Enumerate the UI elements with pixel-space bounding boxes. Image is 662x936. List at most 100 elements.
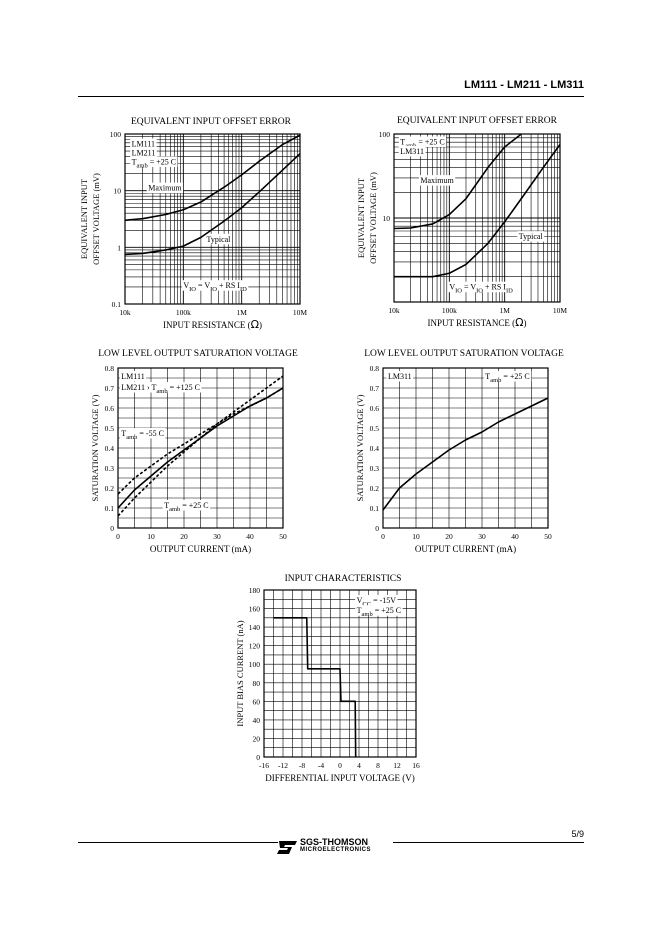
c3-ytick-label: 0.2: [105, 484, 115, 493]
c3-annotation: LM211 › Tamb = +125 C: [121, 383, 200, 395]
c4-xtick-label: 10: [412, 532, 420, 541]
c3-plot-frame: [117, 367, 284, 529]
chart3-saturation-voltage: 0 10 20 30 40 50 0 0.1 0.2 0.3 0.4 0.5 0.6 0.7 0.8 OUTP…: [90, 364, 287, 554]
c1-ytick-label: 0.1: [112, 300, 122, 309]
c2-annotation: LM311: [400, 147, 424, 156]
c1-annotation: Maximum: [148, 184, 182, 193]
c3-xtick-label: 0: [116, 532, 120, 541]
c5-xtick-label: 8: [376, 761, 380, 770]
c3-ytick-label: 0.5: [105, 424, 115, 433]
c2-xtick-label: 10k: [388, 306, 400, 315]
chart1-offset-error: 10k 100k 1M 10M 0.1 1 10 100 INPUT RESISTANCE (Ω…: [79, 130, 307, 331]
c1-annotation-bg: [130, 147, 157, 158]
c3-ytick-label: 0.8: [105, 364, 115, 373]
header-rule: [78, 96, 584, 97]
c3-annotation-bg: [162, 500, 211, 511]
c3-annotation: LM111: [121, 372, 144, 381]
c5-y-axis-label: INPUT BIAS CURRENT (nA): [235, 620, 245, 726]
c1-annotation-bg: [130, 156, 178, 167]
c1-plot-frame: [124, 133, 301, 305]
c4-plot-frame: [382, 367, 549, 529]
c2-annotation: VIO = VIO + RS IID: [449, 283, 513, 295]
c2-annotation: Maximum: [420, 176, 454, 185]
c1-y-axis-label: OFFSET VOLTAGE (mV): [91, 173, 101, 265]
c5-ytick-label: 20: [253, 734, 261, 743]
c5-ytick-label: 120: [249, 642, 261, 651]
c1-annotation: LM211: [132, 148, 156, 157]
c5-xtick-label: -8: [299, 761, 305, 770]
c2-ytick-label: 10: [383, 214, 391, 223]
c5-ytick-label: 60: [253, 697, 261, 706]
c5-series-line-1: [273, 617, 357, 758]
c2-y-axis-label: EQUIVALENT INPUT: [356, 177, 366, 258]
c5-ytick-label: 0: [256, 753, 260, 762]
c1-xtick-label: 10k: [119, 308, 131, 317]
c5-ytick-label: 180: [249, 586, 261, 595]
c3-ytick-label: 0.6: [105, 404, 115, 413]
sgs-thomson-logo: SGS-THOMSON MICROELECTRONICS: [276, 838, 391, 856]
c5-annotation-bg: [355, 605, 403, 616]
c1-annotation: VIO = VIO + RS IID: [183, 281, 247, 293]
c4-series-line-1: [382, 397, 549, 511]
c2-xtick-label: 10M: [553, 306, 568, 315]
c1-annotation: LM111: [132, 140, 155, 149]
c4-ytick-label: 0.4: [370, 444, 380, 453]
c2-annotation-bg: [517, 231, 545, 242]
c2-xtick-label: 100k: [442, 306, 457, 315]
c4-xtick-label: 40: [511, 532, 519, 541]
c1-x-axis-label: INPUT RESISTANCE (Ω): [163, 318, 262, 331]
c3-ytick-label: 0.4: [105, 444, 115, 453]
c5-xtick-label: -12: [278, 761, 288, 770]
c4-xtick-label: 0: [381, 532, 385, 541]
logo-text: SGS-THOMSON: [300, 837, 369, 847]
c4-ytick-label: 0: [375, 524, 379, 533]
footer-rule-left: [78, 842, 278, 843]
c2-ytick-label: 100: [379, 130, 391, 139]
c4-xtick-label: 50: [544, 532, 552, 541]
c2-annotation-bg: [398, 145, 426, 157]
c2-xtick-label: 1M: [499, 306, 510, 315]
c2-annotation-bg: [398, 136, 447, 147]
c2-series-line-2: [394, 144, 561, 278]
c4-ytick-label: 0.6: [370, 404, 380, 413]
c3-annotation: Tamb = -55 C: [121, 429, 164, 441]
c4-annotation: Tamb = +25 C: [485, 372, 529, 384]
c1-series-line-1: [124, 134, 301, 222]
c3-xtick-label: 50: [279, 532, 287, 541]
c4-annotation-bg: [386, 371, 414, 382]
page-header-title: LM111 - LM211 - LM311: [464, 79, 584, 91]
c5-annotation-bg: [355, 594, 398, 606]
c1-annotation-bg: [130, 138, 157, 150]
c1-y-axis-label: EQUIVALENT INPUT: [79, 178, 89, 259]
st-logo-icon: [277, 841, 297, 854]
page-number: 5/9: [571, 829, 584, 839]
c3-xtick-label: 30: [213, 532, 221, 541]
c3-annotation: Tamb = +25 C: [164, 501, 208, 513]
c5-ytick-label: 140: [249, 623, 261, 632]
c2-plot-frame: [393, 133, 561, 303]
c5-xtick-label: 12: [393, 761, 401, 770]
chart5-input-characteristics: -16 -12 -8 -4 0 4 8 12 1602040608010012014016018…: [235, 586, 420, 783]
c2-annotation: Typical: [519, 232, 544, 241]
c3-ytick-label: 0.1: [105, 504, 115, 513]
c5-annotation: VCC = -15V: [357, 596, 397, 608]
c5-plot-frame: [263, 589, 417, 758]
c5-ytick-label: 160: [249, 605, 261, 614]
c4-y-axis-label: SATURATION VOLTAGE (V): [355, 394, 365, 501]
chart4-saturation-voltage: 0 10 20 30 40 50 0 0.1 0.2 0.3 0.4 0.5 0.6 0.7 0.8 OUTP…: [355, 364, 552, 554]
c1-annotation-bg: [205, 233, 232, 245]
c3-annotation-bg: [119, 371, 147, 382]
c3-annotation-bg: [119, 428, 166, 439]
c2-annotation-bg: [418, 175, 456, 186]
c4-ytick-label: 0.3: [370, 464, 380, 473]
c3-xtick-label: 10: [147, 532, 155, 541]
c2-series-line-1: [393, 133, 522, 230]
c3-series-line-2: [117, 375, 284, 517]
c3-y-axis-label: SATURATION VOLTAGE (V): [90, 394, 100, 501]
c3-xtick-label: 40: [246, 532, 254, 541]
c5-xtick-label: 4: [357, 761, 361, 770]
c2-x-axis-label: INPUT RESISTANCE (Ω): [427, 316, 526, 329]
c4-xtick-label: 30: [478, 532, 486, 541]
c2-annotation-bg: [447, 281, 515, 293]
chart1-title: EQUIVALENT INPUT OFFSET ERROR: [130, 117, 292, 127]
